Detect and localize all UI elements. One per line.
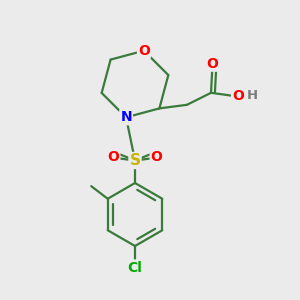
Text: O: O — [232, 89, 244, 103]
Text: Cl: Cl — [128, 261, 142, 274]
Text: H: H — [247, 89, 258, 102]
Text: O: O — [206, 57, 218, 71]
Text: N: N — [120, 110, 132, 124]
Text: O: O — [107, 150, 119, 164]
Text: S: S — [130, 153, 140, 168]
Text: O: O — [151, 150, 163, 164]
Text: O: O — [138, 44, 150, 58]
